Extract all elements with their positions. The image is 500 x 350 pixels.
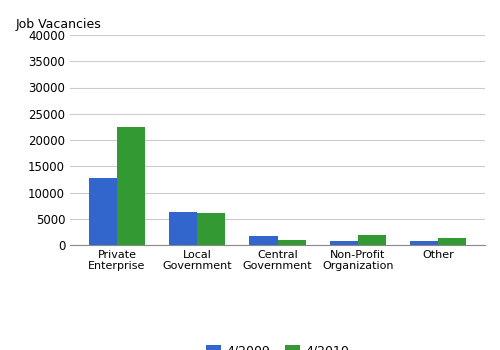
- Bar: [330, 241, 358, 245]
- Bar: [278, 240, 305, 245]
- Bar: [197, 213, 226, 245]
- Bar: [250, 236, 278, 245]
- Legend: 4/2009, 4/2010: 4/2009, 4/2010: [201, 340, 354, 350]
- Bar: [117, 127, 145, 245]
- Bar: [358, 235, 386, 245]
- Text: Job Vacancies: Job Vacancies: [16, 18, 102, 31]
- Bar: [169, 212, 197, 245]
- Bar: [438, 238, 466, 245]
- Bar: [89, 178, 117, 245]
- Bar: [410, 241, 438, 245]
